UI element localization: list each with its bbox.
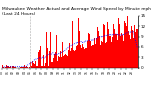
Text: Milwaukee Weather Actual and Average Wind Speed by Minute mph (Last 24 Hours): Milwaukee Weather Actual and Average Win… (2, 7, 151, 16)
